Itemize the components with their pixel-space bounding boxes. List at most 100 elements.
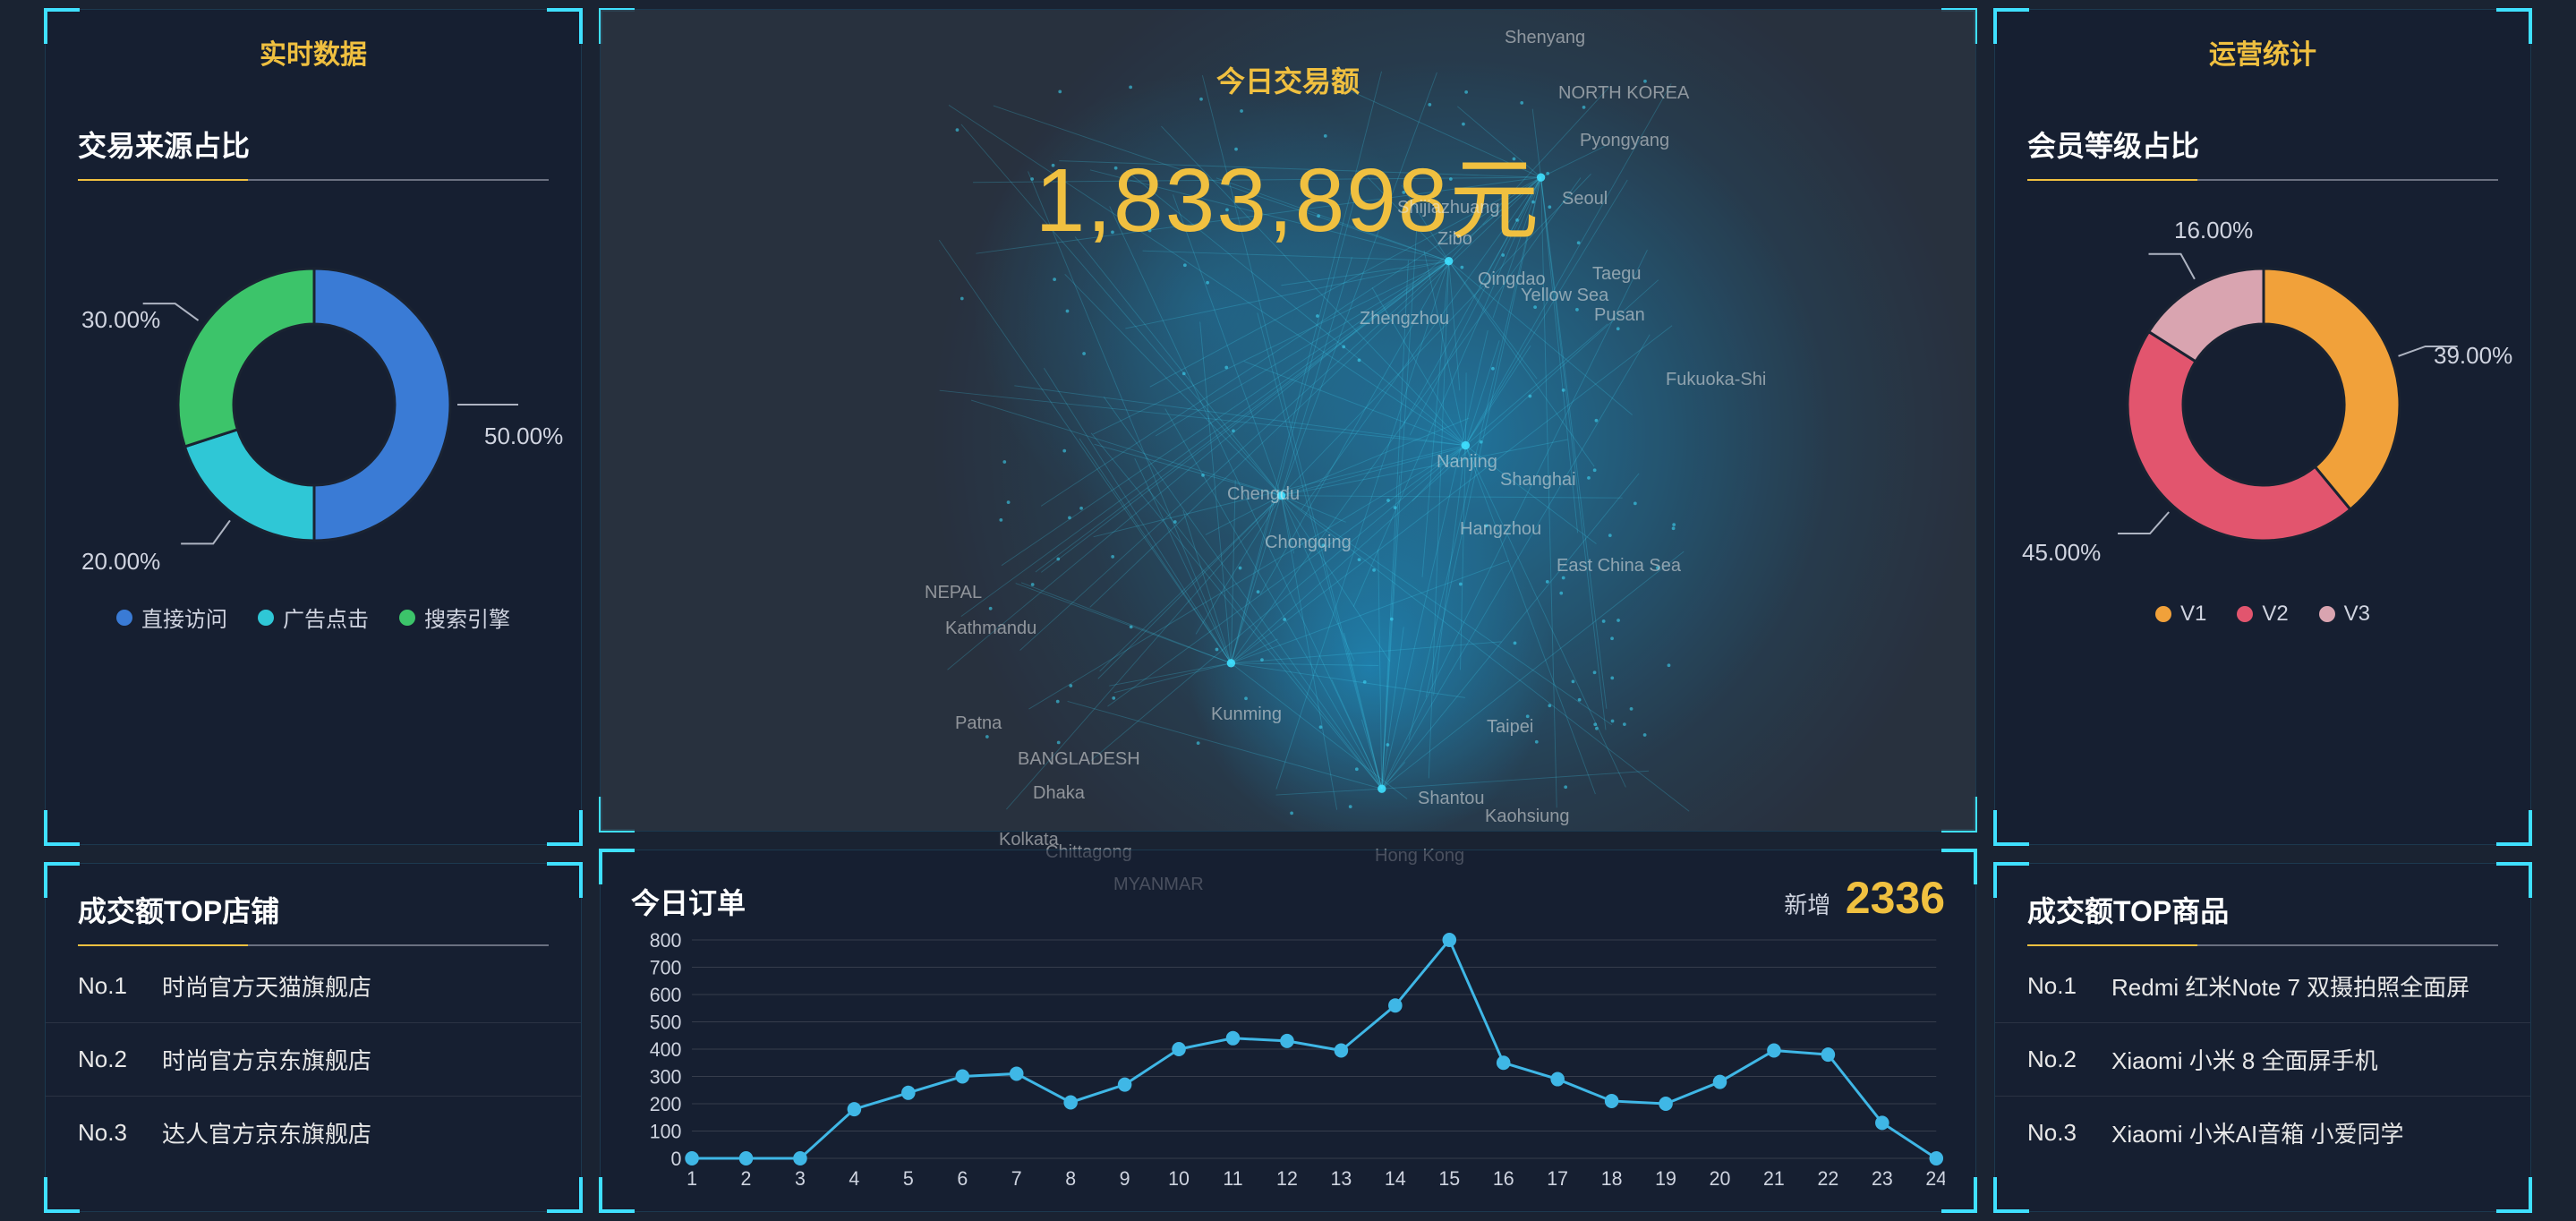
svg-text:0: 0 [670,1148,681,1170]
svg-text:14: 14 [1385,1167,1406,1190]
list-item: No.3 达人官方京东旗舰店 [46,1096,581,1169]
svg-text:9: 9 [1120,1167,1130,1190]
list-name: 时尚官方天猫旗舰店 [162,969,371,1003]
top-products-title: 成交额TOP商品 [1995,864,2530,944]
map-city-label: Shenyang [1505,28,1585,48]
list-rank: No.1 [2027,972,2090,1000]
panel-realtime: 实时数据 交易来源占比 50.00%20.00%30.00% 直接访问 广告点击… [45,9,582,845]
map-city-label: Chongqing [1265,533,1352,553]
list-rank: No.1 [78,972,141,1000]
legend-dot-icon [258,610,274,626]
orders-title: 今日订单 [631,881,746,922]
map-city-label: Kathmandu [945,619,1036,639]
map-city-label: Taipei [1487,717,1533,738]
top-stores-list: No.1 时尚官方天猫旗舰店 No.2 时尚官方京东旗舰店 No.3 达人官方京… [46,964,581,1169]
legend-dot-icon [2237,606,2253,622]
map-city-label: Shantou [1418,789,1485,809]
map-city-label: Patna [955,713,1002,734]
svg-text:20: 20 [1710,1167,1731,1190]
list-name: Xiaomi 小米 8 全面屏手机 [2111,1043,2378,1076]
right-header: 运营统计 [1995,10,2530,98]
map-city-label: Seoul [1562,189,1608,209]
list-rank: No.3 [2027,1119,2090,1147]
panel-top-stores: 成交额TOP店铺 No.1 时尚官方天猫旗舰店 No.2 时尚官方京东旗舰店 N… [45,863,582,1212]
svg-text:600: 600 [650,984,682,1006]
donut-pct-label: 45.00% [2022,539,2101,567]
list-name: Xiaomi 小米AI音箱 小爱同学 [2111,1116,2404,1149]
orders-header: 今日订单 新增 2336 [631,872,1945,924]
svg-text:22: 22 [1817,1167,1838,1190]
svg-text:8: 8 [1065,1167,1076,1190]
legend-item: V3 [2319,602,2370,627]
svg-text:15: 15 [1438,1167,1460,1190]
left-header: 实时数据 [46,10,581,98]
map-city-label: Pusan [1594,305,1645,326]
svg-text:800: 800 [650,931,682,952]
legend-label: 搜索引擎 [424,602,510,633]
donut-pct-label: 30.00% [81,306,160,334]
member-level-title: 会员等级占比 [1995,98,2530,179]
svg-text:23: 23 [1872,1167,1893,1190]
map-city-label: Nanjing [1437,452,1497,473]
map-city-label: BANGLADESH [1018,749,1140,770]
map-city-label: Taegu [1592,264,1642,285]
legend-item: 广告点击 [258,602,369,633]
list-name: 时尚官方京东旗舰店 [162,1043,371,1076]
legend-item: 直接访问 [116,602,227,633]
svg-text:16: 16 [1493,1167,1514,1190]
legend-label: 直接访问 [141,602,227,633]
legend-dot-icon [2155,606,2171,622]
svg-text:500: 500 [650,1011,682,1033]
map-city-label: NEPAL [925,583,982,603]
svg-text:10: 10 [1168,1167,1190,1190]
donut-pct-label: 39.00% [2434,342,2512,370]
source-share-title: 交易来源占比 [46,98,581,179]
map-city-label: East China Sea [1557,556,1681,576]
member-legend: V1 V2 V3 [1995,593,2530,655]
legend-item: V1 [2155,602,2206,627]
map-city-label: Yellow Sea [1521,286,1608,306]
list-rank: No.3 [78,1119,141,1147]
legend-label: V1 [2180,602,2206,627]
svg-text:100: 100 [650,1120,682,1142]
svg-text:3: 3 [795,1167,806,1190]
list-item: No.1 Redmi 红米Note 7 双摄拍照全面屏 [1995,964,2530,1022]
svg-text:21: 21 [1763,1167,1785,1190]
legend-dot-icon [2319,606,2335,622]
orders-new-label: 新增 [1784,892,1830,918]
svg-text:200: 200 [650,1093,682,1115]
list-name: Redmi 红米Note 7 双摄拍照全面屏 [2111,969,2469,1003]
panel-map: 今日交易额 1,833,898元 ShenyangNORTH KOREAPyon… [600,9,1976,832]
list-name: 达人官方京东旗舰店 [162,1116,371,1149]
svg-text:18: 18 [1601,1167,1623,1190]
list-rank: No.2 [2027,1046,2090,1073]
svg-text:12: 12 [1276,1167,1298,1190]
svg-text:400: 400 [650,1038,682,1061]
map-city-label: Kaohsiung [1485,807,1570,827]
center-column: 今日交易额 1,833,898元 ShenyangNORTH KOREAPyon… [600,9,1976,1212]
donut-pct-label: 20.00% [81,548,160,576]
right-column: 运营统计 会员等级占比 39.00%45.00%16.00% V1 V2 V3 … [1994,9,2531,1212]
legend-dot-icon [399,610,415,626]
svg-text:4: 4 [849,1167,859,1190]
legend-item: V2 [2237,602,2288,627]
svg-text:1: 1 [687,1167,697,1190]
list-item: No.2 Xiaomi 小米 8 全面屏手机 [1995,1022,2530,1096]
map-city-label: Pyongyang [1580,131,1669,151]
legend-dot-icon [116,610,132,626]
svg-text:11: 11 [1223,1167,1242,1190]
svg-text:300: 300 [650,1065,682,1088]
map-city-label: Dhaka [1033,783,1085,804]
map-city-label: Fukuoka-Shi [1666,370,1766,390]
svg-text:700: 700 [650,956,682,978]
svg-text:2: 2 [741,1167,752,1190]
legend-label: V3 [2344,602,2370,627]
orders-new-wrap: 新增 2336 [1784,872,1945,924]
svg-text:5: 5 [903,1167,914,1190]
list-rank: No.2 [78,1046,141,1073]
top-products-list: No.1 Redmi 红米Note 7 双摄拍照全面屏 No.2 Xiaomi … [1995,964,2530,1169]
panel-operations: 运营统计 会员等级占比 39.00%45.00%16.00% V1 V2 V3 [1994,9,2531,845]
list-item: No.3 Xiaomi 小米AI音箱 小爱同学 [1995,1096,2530,1169]
map-city-label: Shijiazhuang [1397,198,1500,218]
dashboard-root: 实时数据 交易来源占比 50.00%20.00%30.00% 直接访问 广告点击… [0,0,2576,1221]
